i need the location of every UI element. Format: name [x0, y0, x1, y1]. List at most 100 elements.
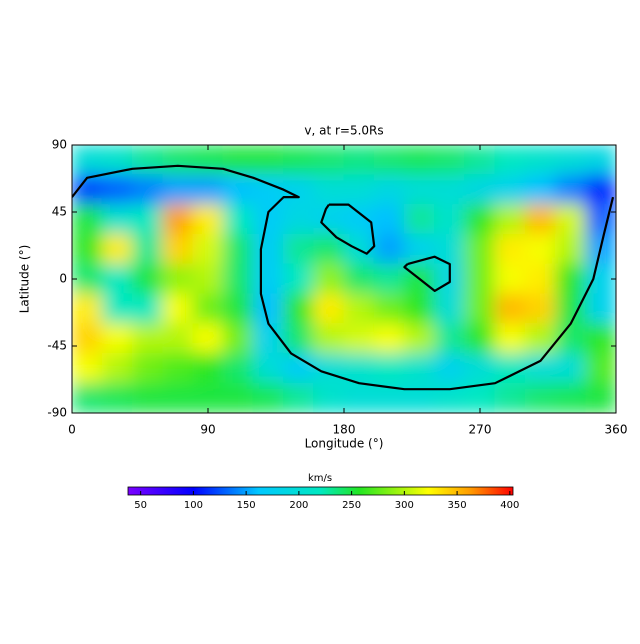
cell	[373, 293, 405, 325]
cell	[555, 323, 587, 354]
cell	[434, 145, 466, 176]
cell	[403, 145, 436, 176]
cell	[283, 174, 315, 206]
x-axis-label: Longitude (°)	[305, 437, 384, 451]
cell	[403, 382, 436, 413]
cell	[101, 174, 133, 206]
cell	[343, 145, 375, 176]
cell	[162, 204, 194, 235]
colorbar	[127, 486, 514, 496]
cell	[373, 323, 405, 354]
cell	[162, 293, 194, 325]
cell	[464, 204, 496, 235]
cell	[222, 204, 254, 235]
cell	[283, 233, 315, 265]
cell	[434, 293, 466, 325]
cell	[585, 352, 616, 384]
cell	[222, 293, 254, 325]
cell	[313, 323, 345, 354]
cell	[72, 293, 103, 325]
cell	[494, 352, 526, 384]
cell	[72, 323, 103, 354]
cell	[162, 323, 194, 354]
cell	[555, 263, 587, 295]
y-axis-label: Latitude (°)	[18, 245, 32, 314]
cell	[72, 204, 103, 235]
cell	[192, 263, 224, 295]
y-tick-label: 45	[52, 205, 67, 219]
cell	[403, 293, 436, 325]
cell	[192, 293, 224, 325]
cell	[494, 204, 526, 235]
cell	[464, 382, 496, 413]
cell	[494, 145, 526, 176]
cell	[464, 233, 496, 265]
cell	[252, 145, 285, 176]
cell	[192, 145, 224, 176]
cells	[72, 145, 616, 413]
cell	[192, 204, 224, 235]
cell	[494, 382, 526, 413]
cell	[101, 293, 133, 325]
contours	[72, 164, 615, 391]
cell	[524, 323, 557, 354]
cell	[555, 204, 587, 235]
cell	[252, 263, 285, 295]
cell	[222, 263, 254, 295]
cell	[313, 145, 345, 176]
cell	[343, 382, 375, 413]
cell	[222, 174, 254, 206]
cell	[373, 174, 405, 206]
y-tick-label: -45	[47, 339, 67, 353]
cell	[373, 233, 405, 265]
cell	[101, 233, 133, 265]
chart-title: v, at r=5.0Rs	[304, 124, 383, 138]
cell	[585, 174, 616, 206]
cell	[283, 204, 315, 235]
cell	[434, 323, 466, 354]
cell	[403, 352, 436, 384]
cell	[464, 174, 496, 206]
cell	[373, 145, 405, 176]
cell	[192, 233, 224, 265]
cell	[403, 174, 436, 206]
cell	[192, 352, 224, 384]
x-tick-label: 0	[68, 423, 76, 437]
cell	[403, 233, 436, 265]
colorbar-tick-label: 150	[237, 500, 256, 511]
colorbar-tick-label: 50	[134, 500, 147, 511]
cell	[464, 293, 496, 325]
cell	[283, 382, 315, 413]
cell	[373, 352, 405, 384]
cell	[524, 204, 557, 235]
cell	[434, 233, 466, 265]
x-tick-label: 180	[333, 423, 356, 437]
x-tick-label: 270	[469, 423, 492, 437]
cell	[101, 382, 133, 413]
cell	[343, 293, 375, 325]
cell	[101, 352, 133, 384]
cell	[343, 263, 375, 295]
cell	[162, 174, 194, 206]
cell	[585, 293, 616, 325]
cell	[585, 145, 616, 176]
cell	[494, 293, 526, 325]
x-tick-label: 360	[605, 423, 628, 437]
cell	[524, 263, 557, 295]
cell	[464, 263, 496, 295]
cell	[555, 233, 587, 265]
cell	[585, 204, 616, 235]
cell	[524, 382, 557, 413]
cell	[373, 204, 405, 235]
cell	[283, 145, 315, 176]
y-tick-label: 90	[52, 138, 67, 152]
cell	[192, 323, 224, 354]
cell	[252, 352, 285, 384]
cell	[131, 323, 164, 354]
cell	[252, 293, 285, 325]
x-tick-label: 90	[200, 423, 215, 437]
cell	[72, 352, 103, 384]
cell	[313, 174, 345, 206]
cell	[283, 263, 315, 295]
